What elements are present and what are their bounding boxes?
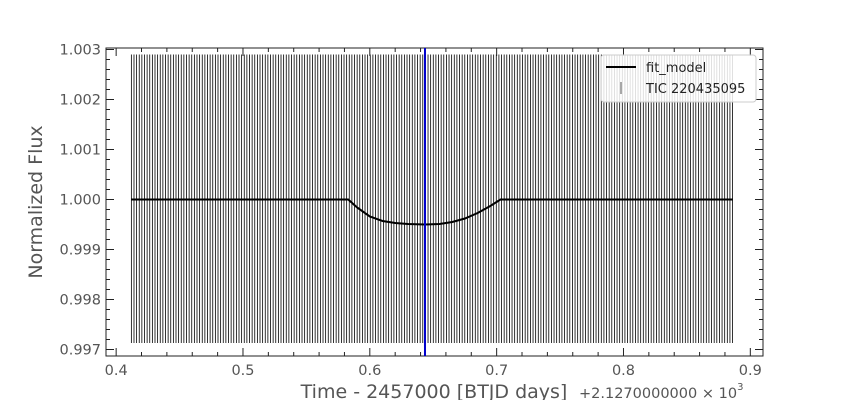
x-tick-label: 0.5 bbox=[231, 363, 254, 379]
legend-fit-model-label: fit_model bbox=[646, 61, 706, 76]
x-axis-offset: +2.1270000000 × 103 bbox=[579, 382, 743, 400]
y-tick-label: 1.000 bbox=[59, 193, 101, 209]
x-axis: 0.4 0.5 0.6 0.7 0.8 0.9 bbox=[105, 48, 762, 379]
y-tick-label: 0.998 bbox=[59, 293, 101, 309]
y-tick-label: 0.997 bbox=[59, 343, 101, 359]
x-axis-offset-base: +2.1270000000 × 10 bbox=[579, 386, 737, 400]
y-tick-label: 1.002 bbox=[59, 93, 101, 109]
x-tick-label: 0.9 bbox=[739, 363, 762, 379]
x-tick-label: 0.8 bbox=[612, 363, 635, 379]
y-tick-label: 0.999 bbox=[59, 243, 101, 259]
x-tick-label: 0.4 bbox=[105, 363, 128, 379]
y-tick-label: 1.001 bbox=[59, 143, 101, 159]
legend-box bbox=[600, 54, 757, 103]
x-axis-title: Time - 2457000 [BTJD days] bbox=[300, 381, 568, 400]
y-axis: 0.997 0.998 0.999 1.000 1.001 1.002 1.003 bbox=[59, 43, 763, 359]
x-tick-label: 0.6 bbox=[358, 363, 381, 379]
x-tick-label: 0.7 bbox=[485, 363, 508, 379]
y-axis-title: Normalized Flux bbox=[25, 125, 47, 278]
x-axis-offset-exponent: 3 bbox=[737, 382, 743, 393]
legend-tic-label: TIC 220435095 bbox=[645, 82, 745, 97]
y-tick-label: 1.003 bbox=[59, 43, 101, 59]
legend: fit_model TIC 220435095 bbox=[600, 54, 757, 103]
